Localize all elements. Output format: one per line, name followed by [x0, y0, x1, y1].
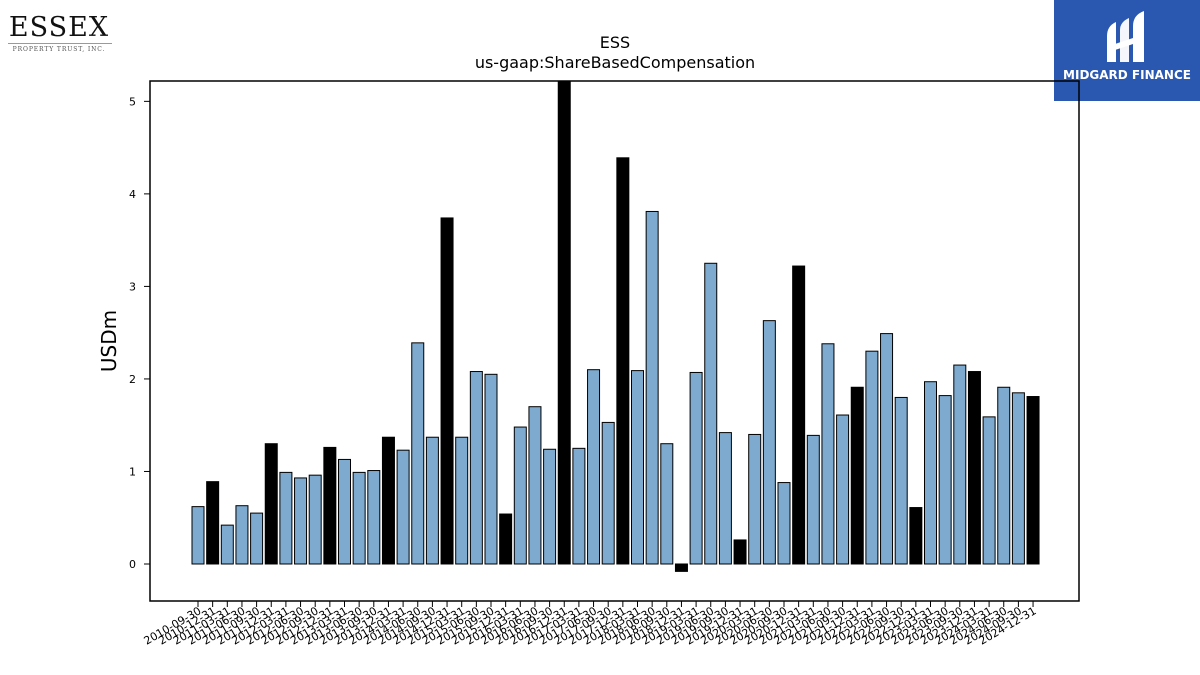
essex-logo-wordmark: ESSEX: [8, 12, 110, 43]
bar-2013-12-31: [381, 436, 395, 565]
bar-2012-06-30: [294, 477, 308, 565]
bar-2019-03-31: [689, 371, 703, 565]
bar-2020-12-31: [792, 265, 806, 565]
bar-2018-03-31: [631, 370, 644, 565]
bar-2011-12-31: [264, 443, 278, 565]
bar-2013-09-30: [367, 470, 381, 565]
bar-2024-09-30: [1011, 392, 1025, 565]
essex-logo: ESSEX PROPERTY TRUST, INC.: [6, 10, 112, 56]
bar-2021-12-31: [850, 386, 864, 565]
x-axis: 2010-09-302010-12-312011-03-312011-06-30…: [142, 601, 1039, 648]
bar-2020-03-31: [748, 433, 762, 565]
bar-2015-09-30: [484, 373, 498, 565]
bar-2011-09-30: [250, 512, 264, 565]
bar-2014-09-30: [425, 436, 439, 565]
bar-2022-03-31: [865, 350, 879, 565]
bar-2018-06-30: [645, 210, 659, 565]
bar-2024-03-31: [982, 416, 996, 565]
bar-2016-09-30: [543, 448, 557, 565]
bar-2013-03-31: [338, 458, 351, 565]
bar-2017-09-30: [601, 421, 615, 565]
bar-2022-09-30: [894, 396, 908, 565]
bar-2023-03-31: [924, 381, 937, 565]
essex-logo-tagline: PROPERTY TRUST, INC.: [12, 46, 106, 53]
bar-2021-06-30: [821, 343, 835, 565]
bar-2017-12-31: [616, 157, 630, 565]
bar-2023-06-30: [938, 395, 952, 565]
bar-2011-03-31: [220, 524, 234, 565]
y-axis: 0 1 2 3 4 5: [129, 95, 150, 571]
bar-2010-12-31: [206, 481, 220, 565]
y-tick-label: 4: [129, 188, 136, 201]
y-tick-label: 0: [129, 558, 136, 571]
bar-2024-12-31: [1026, 396, 1040, 565]
bar-2017-03-31: [572, 447, 586, 565]
y-axis-label: USDm: [97, 310, 121, 372]
bar-2017-06-30: [587, 369, 601, 565]
bar-2019-06-30: [704, 262, 718, 565]
y-tick-label: 5: [129, 95, 136, 108]
bar-2016-06-30: [528, 406, 542, 565]
essex-logo-divider: [8, 43, 112, 44]
bar-2014-12-31: [440, 217, 454, 565]
bar-2011-06-30: [235, 505, 249, 565]
bar-2023-09-30: [953, 364, 967, 565]
bar-2018-09-30: [660, 443, 674, 565]
bar-2019-12-31: [733, 539, 747, 565]
chart-subtitle: us-gaap:ShareBasedCompensation: [475, 53, 755, 72]
bar-2021-09-30: [836, 414, 850, 565]
midgard-finance-label: MIDGARD FINANCE: [1063, 68, 1191, 82]
chart-title: ESS: [600, 33, 630, 52]
bar-2012-12-31: [323, 446, 337, 565]
y-tick-label: 3: [129, 280, 136, 293]
bar-2018-12-31: [674, 563, 688, 572]
bar-2016-03-31: [513, 426, 527, 565]
bar-2012-03-31: [279, 471, 293, 565]
bar-2020-06-30: [762, 320, 776, 565]
bar-2021-03-31: [806, 434, 820, 565]
y-tick-label: 2: [129, 373, 136, 386]
bar-2013-06-30: [352, 471, 366, 565]
y-tick-label: 1: [129, 465, 136, 478]
bar-2020-09-30: [777, 482, 791, 565]
bar-2022-12-31: [909, 507, 923, 565]
bar-2016-12-31: [557, 80, 571, 565]
bar-2015-06-30: [469, 371, 483, 565]
mf-monogram-icon: [1107, 11, 1144, 62]
bar-2015-03-31: [455, 436, 469, 565]
bar-2010-09-30: [191, 506, 205, 565]
bar-2014-03-31: [396, 449, 410, 565]
bar-series: [191, 80, 1040, 572]
bar-2014-06-30: [411, 342, 425, 565]
bar-2024-06-30: [997, 386, 1011, 565]
bar-2019-09-30: [718, 432, 732, 565]
plot-frame: [149, 80, 1080, 602]
bar-2023-12-31: [967, 371, 981, 565]
bar-2022-06-30: [880, 333, 894, 565]
bar-2015-12-31: [499, 513, 513, 565]
bar-2012-09-30: [308, 474, 322, 565]
